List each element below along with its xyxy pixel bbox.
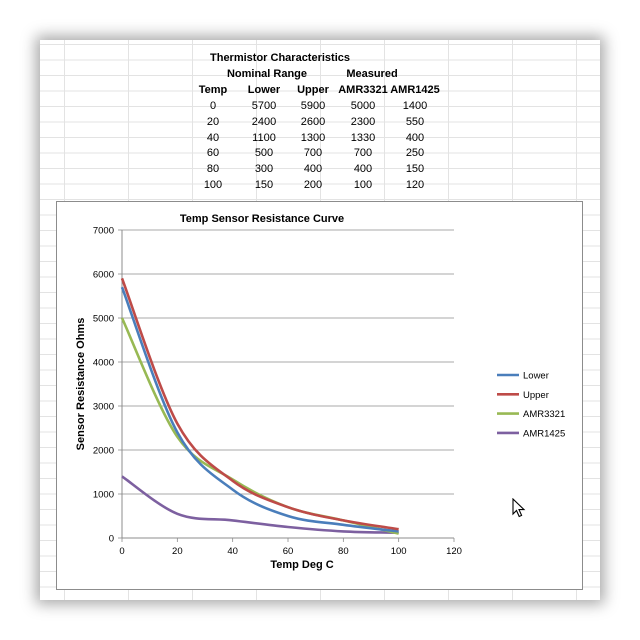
y-tick-label: 5000 [93, 314, 114, 325]
column-header[interactable]: Upper [297, 84, 329, 96]
table-cell[interactable]: 400 [405, 131, 425, 144]
table-cell[interactable]: 400 [303, 163, 323, 176]
group-header-measured[interactable]: Measured [346, 68, 398, 80]
column-header[interactable]: Lower [247, 84, 281, 96]
table-cell[interactable]: 60 [206, 147, 220, 160]
table-cell[interactable]: 200 [303, 179, 323, 191]
table-cell[interactable]: 1100 [252, 131, 276, 144]
table-cell[interactable]: 100 [203, 179, 223, 191]
y-tick-label: 3000 [93, 402, 114, 413]
series-line-amr3321 [120, 317, 399, 535]
y-tick-label: 1000 [93, 490, 114, 501]
chart-title: Temp Sensor Resistance Curve [179, 213, 345, 225]
column-header[interactable]: AMR1425 [390, 84, 440, 96]
table-cell[interactable]: 700 [303, 147, 323, 160]
x-tick-label: 120 [446, 546, 462, 557]
y-tick-label: 2000 [93, 446, 114, 457]
y-tick-label: 4000 [93, 358, 114, 369]
x-tick-label: 20 [172, 546, 183, 557]
table-cell[interactable]: 120 [405, 179, 425, 191]
y-axis-title: Sensor Resistance Ohms [75, 318, 87, 451]
table-cell[interactable]: 1300 [300, 131, 326, 144]
table-cell[interactable]: 40 [206, 131, 220, 144]
x-axis-title: Temp Deg C [270, 559, 333, 571]
table-cell[interactable]: 150 [405, 163, 425, 176]
table-cell[interactable]: 1330 [350, 131, 376, 144]
group-header-nominal[interactable]: Nominal Range [226, 68, 308, 80]
series-line-lower [120, 286, 399, 533]
mouse-cursor-icon [512, 498, 526, 518]
table-cell[interactable]: 5700 [251, 100, 277, 112]
legend-label: Lower [523, 371, 549, 382]
table-cell[interactable]: 700 [353, 147, 373, 160]
table-cell[interactable]: 500 [254, 147, 274, 160]
table-cell[interactable]: 2400 [251, 115, 277, 128]
table-cell[interactable]: 400 [353, 163, 373, 176]
series-line-upper [120, 277, 399, 531]
table-cell[interactable]: 20 [206, 115, 220, 128]
y-tick-label: 7000 [93, 226, 114, 237]
y-tick-label: 6000 [93, 270, 114, 281]
table-cell[interactable]: 150 [254, 179, 274, 191]
table-cell[interactable]: 2300 [350, 115, 376, 128]
x-tick-label: 100 [391, 546, 407, 557]
table-cell[interactable]: 100 [353, 179, 373, 191]
x-tick-label: 0 [119, 546, 124, 557]
table-cell[interactable]: 550 [405, 115, 425, 128]
legend-label: AMR3321 [523, 409, 565, 420]
table-cell[interactable]: 2600 [300, 115, 326, 128]
series-line-amr1425 [121, 475, 399, 535]
table-cell[interactable]: 250 [405, 147, 425, 160]
table-cell[interactable]: 80 [206, 163, 220, 176]
data-table: Thermistor Characteristics Nominal Range… [40, 40, 600, 200]
spreadsheet: Thermistor Characteristics Nominal Range… [40, 40, 600, 600]
table-cell[interactable]: 5000 [350, 100, 376, 112]
table-title[interactable]: Thermistor Characteristics [210, 52, 350, 64]
legend-label: AMR1425 [523, 428, 565, 439]
chart-area[interactable]: Temp Sensor Resistance Curve 0 1000 2000 30… [56, 201, 583, 590]
table-cell[interactable]: 1400 [402, 100, 428, 112]
chart-svg: 0 1000 2000 3000 4000 5000 6000 7000 0 20 40 60 80 10… [75, 226, 565, 572]
table-cell[interactable]: 0 [209, 100, 217, 112]
column-header[interactable]: Temp [198, 84, 228, 96]
y-tick-label: 0 [109, 534, 114, 545]
x-tick-label: 80 [338, 546, 349, 557]
table-cell[interactable]: 5900 [300, 100, 326, 112]
column-header[interactable]: AMR3321 [338, 84, 388, 96]
x-tick-label: 60 [283, 546, 294, 557]
table-cell[interactable]: 300 [254, 163, 274, 176]
legend-label: Upper [523, 390, 549, 401]
x-tick-label: 40 [227, 546, 238, 557]
